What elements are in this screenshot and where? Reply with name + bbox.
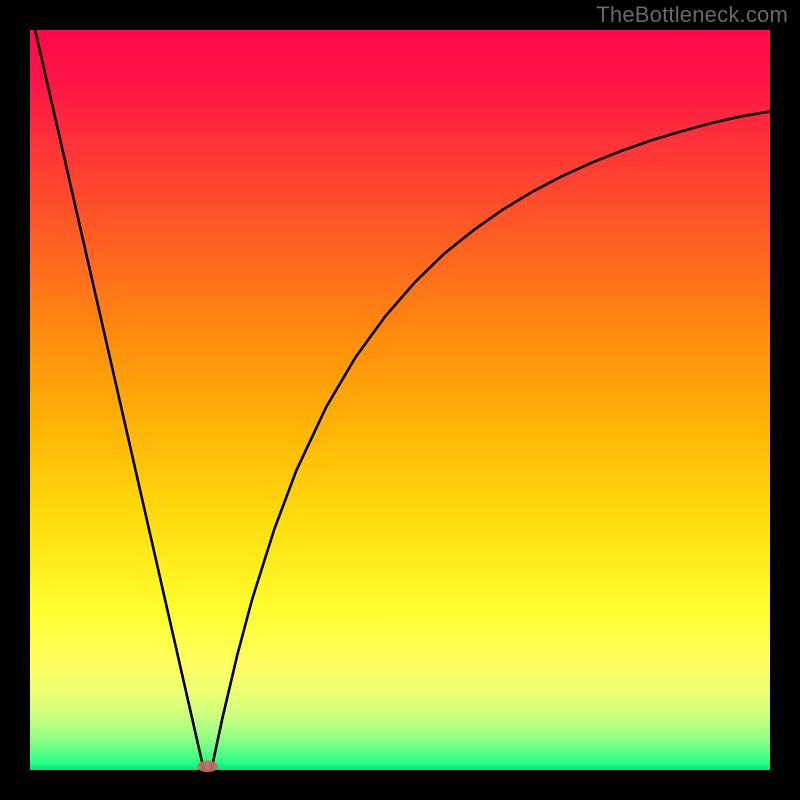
watermark-text: TheBottleneck.com xyxy=(596,2,788,28)
optimum-marker xyxy=(197,760,218,772)
bottleneck-chart xyxy=(0,0,800,800)
chart-container: TheBottleneck.com xyxy=(0,0,800,800)
plot-background xyxy=(30,30,770,770)
